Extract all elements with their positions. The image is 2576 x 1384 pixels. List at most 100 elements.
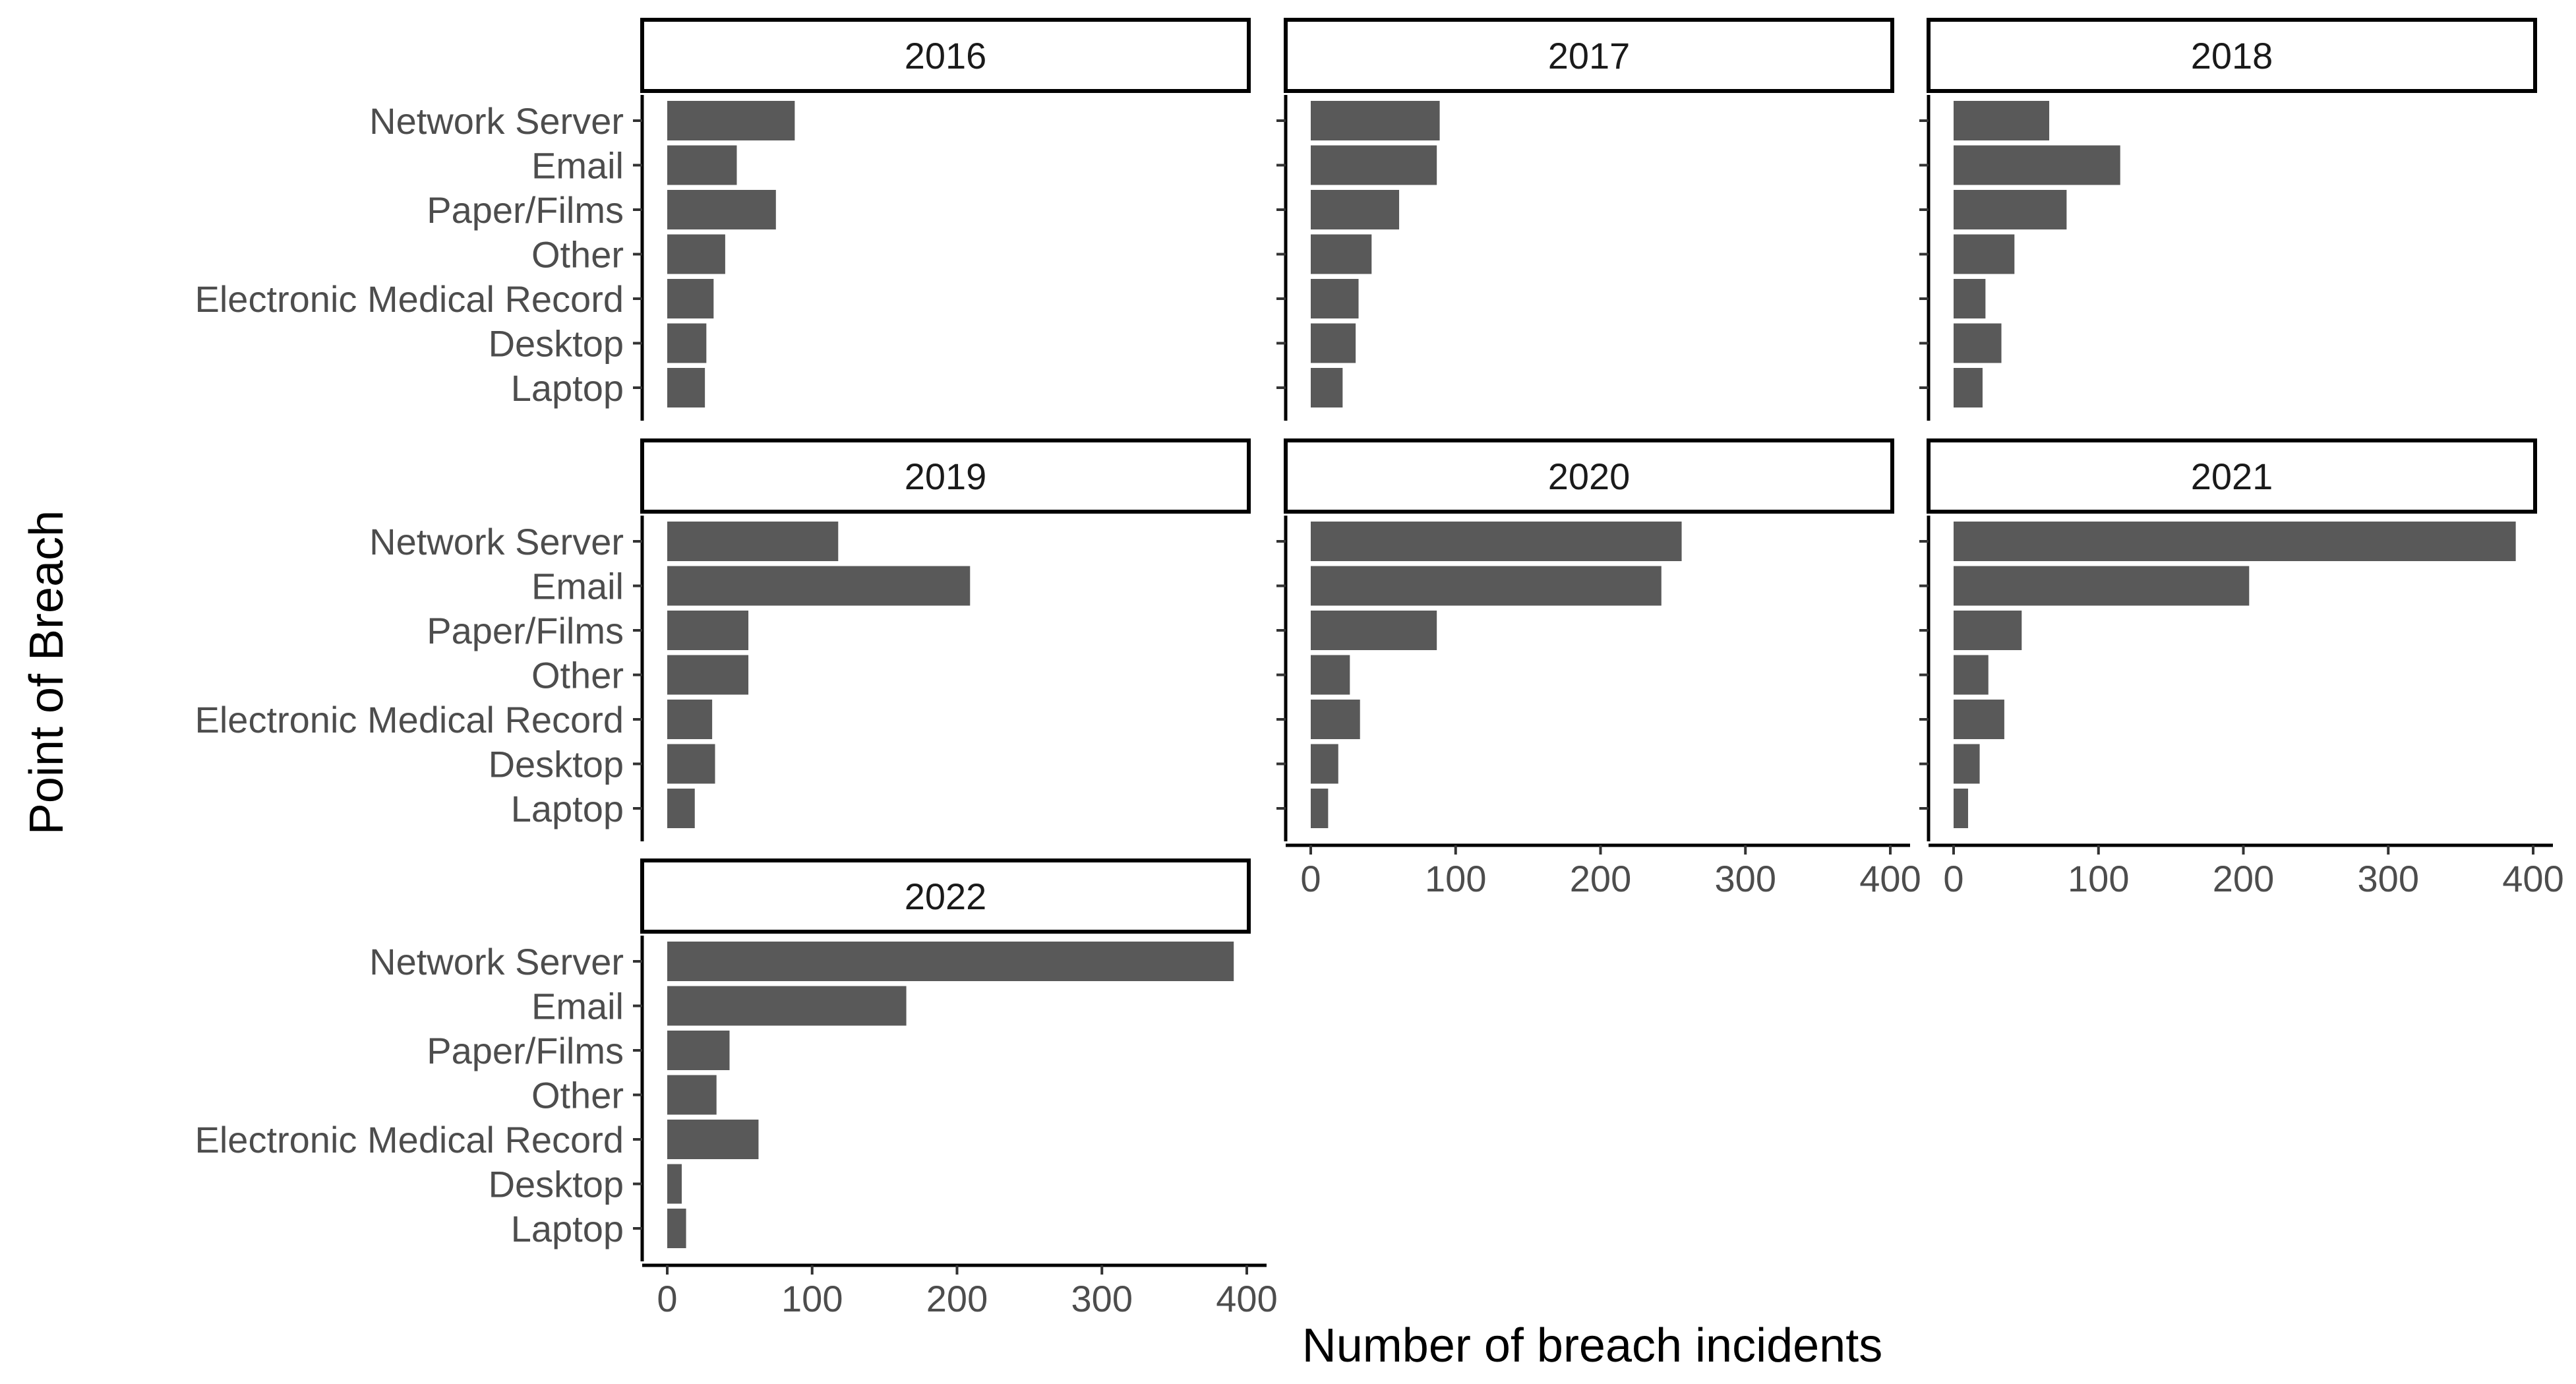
- bar-electronic-medical-record: [1954, 700, 2004, 739]
- bar-network-server: [1954, 522, 2516, 561]
- bar-network-server: [667, 942, 1234, 981]
- category-label: Email: [531, 566, 624, 607]
- bar-paper-films: [667, 611, 749, 650]
- category-label: Laptop: [511, 367, 624, 409]
- x-tick-label: 100: [1425, 858, 1486, 899]
- facet-strip-label: 2022: [905, 876, 987, 917]
- bar-network-server: [1311, 101, 1440, 140]
- bar-network-server: [1311, 522, 1682, 561]
- facet-strip: [1284, 438, 1894, 514]
- x-tick-label: 0: [1300, 858, 1321, 899]
- facet-panel-2021: 2021 0 100 200 300 400: [1919, 438, 2564, 899]
- y-axis-title: Point of Breach: [20, 510, 73, 835]
- category-label: Laptop: [511, 788, 624, 829]
- bar-electronic-medical-record: [667, 700, 713, 739]
- facet-strip-label: 2018: [2191, 35, 2273, 76]
- facet-strip: [1284, 18, 1894, 93]
- bar-laptop: [667, 1209, 686, 1248]
- facet-strip: [1927, 18, 2537, 93]
- bar-electronic-medical-record: [1311, 279, 1359, 318]
- facet-strip: [1927, 438, 2537, 514]
- facet-strip: [640, 858, 1251, 934]
- bar-laptop: [667, 368, 705, 407]
- facet-strip-label: 2016: [905, 35, 987, 76]
- bar-other: [1954, 655, 1989, 695]
- bar-paper-films: [1311, 190, 1400, 229]
- bar-email: [667, 566, 971, 606]
- x-tick-label: 200: [926, 1278, 988, 1319]
- bar-network-server: [1954, 101, 2050, 140]
- x-tick-label: 400: [2502, 858, 2563, 899]
- bar-electronic-medical-record: [1954, 279, 1986, 318]
- x-tick-label: 200: [2213, 858, 2274, 899]
- category-label: Other: [531, 1075, 624, 1116]
- x-tick-label: 300: [2358, 858, 2419, 899]
- category-label: Other: [531, 655, 624, 696]
- category-label: Other: [531, 234, 624, 276]
- category-label: Electronic Medical Record: [195, 699, 624, 740]
- facet-strip-label: 2017: [1548, 35, 1631, 76]
- facet-panel-2022: 2022 Network ServerEmailPaper/FilmsOtherE…: [195, 858, 1278, 1319]
- x-tick-label: 100: [781, 1278, 843, 1319]
- category-label: Network Server: [369, 521, 624, 562]
- bar-other: [667, 1075, 717, 1115]
- bar-laptop: [1954, 368, 1983, 407]
- facet-strip-label: 2020: [1548, 456, 1631, 497]
- bar-paper-films: [1954, 611, 2022, 650]
- x-axis-title: Number of breach incidents: [1302, 1319, 1882, 1372]
- x-tick-label: 100: [2068, 858, 2129, 899]
- bar-desktop: [667, 323, 707, 363]
- bar-desktop: [1311, 744, 1338, 784]
- bar-other: [1954, 234, 2015, 274]
- bar-other: [667, 234, 725, 274]
- facet-panel-2020: 2020 0 100 200 300 400: [1276, 438, 1921, 899]
- bar-email: [1311, 145, 1437, 185]
- bar-network-server: [667, 522, 839, 561]
- category-label: Network Server: [369, 100, 624, 142]
- facet-strip: [640, 438, 1251, 514]
- x-tick-label: 300: [1071, 1278, 1133, 1319]
- bar-laptop: [1311, 368, 1343, 407]
- x-tick-label: 200: [1570, 858, 1631, 899]
- bar-other: [667, 655, 749, 695]
- category-label: Email: [531, 145, 624, 187]
- facet-strip-label: 2019: [905, 456, 987, 497]
- category-label: Laptop: [511, 1208, 624, 1249]
- bar-email: [1311, 566, 1662, 606]
- bar-network-server: [667, 101, 795, 140]
- bar-laptop: [1954, 789, 1968, 828]
- bar-email: [667, 145, 737, 185]
- bar-laptop: [667, 789, 695, 828]
- category-label: Desktop: [489, 744, 624, 785]
- x-tick-label: 0: [1943, 858, 1963, 899]
- bar-electronic-medical-record: [667, 1120, 759, 1159]
- category-label: Email: [531, 986, 624, 1027]
- category-label: Paper/Films: [427, 610, 624, 651]
- category-label: Paper/Films: [427, 1030, 624, 1071]
- bar-email: [1954, 145, 2120, 185]
- category-label: Paper/Films: [427, 189, 624, 231]
- category-label: Electronic Medical Record: [195, 278, 624, 320]
- facet-panel-2017: 2017: [1276, 18, 1894, 421]
- bar-electronic-medical-record: [1311, 700, 1360, 739]
- bar-laptop: [1311, 789, 1329, 828]
- facet-strip-label: 2021: [2191, 456, 2273, 497]
- bar-email: [1954, 566, 2250, 606]
- x-tick-label: 400: [1216, 1278, 1277, 1319]
- bar-desktop: [1954, 323, 2002, 363]
- category-label: Desktop: [489, 323, 624, 365]
- category-label: Network Server: [369, 941, 624, 982]
- category-label: Electronic Medical Record: [195, 1119, 624, 1160]
- bar-desktop: [667, 744, 715, 784]
- bar-paper-films: [1311, 611, 1437, 650]
- x-tick-label: 400: [1859, 858, 1921, 899]
- bar-paper-films: [667, 190, 776, 229]
- facet-strip: [640, 18, 1251, 93]
- bar-electronic-medical-record: [667, 279, 714, 318]
- bar-paper-films: [1954, 190, 2067, 229]
- bar-desktop: [1954, 744, 1980, 784]
- x-tick-label: 300: [1715, 858, 1776, 899]
- bar-desktop: [667, 1164, 682, 1204]
